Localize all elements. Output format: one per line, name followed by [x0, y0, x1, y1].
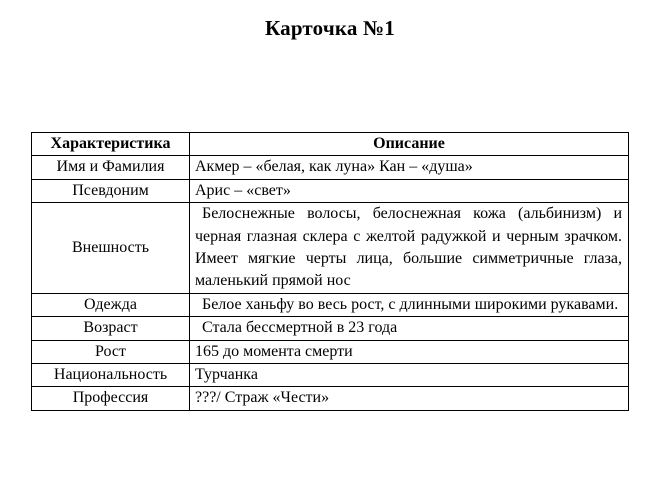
characteristic-cell: Профессия — [31, 386, 190, 411]
table-row: Псевдоним Арис – «свет» — [31, 178, 629, 204]
character-card-table: Характеристика Описание Имя и Фамилия Акм… — [31, 131, 629, 411]
characteristic-cell: Имя и Фамилия — [31, 155, 190, 180]
characteristic-cell: Рост — [31, 339, 190, 365]
table-row: Имя и Фамилия Акмер – «белая, как луна» К… — [31, 155, 629, 180]
characteristic-cell: Псевдоним — [31, 178, 190, 204]
column-header-characteristic: Характеристика — [31, 131, 190, 157]
characteristic-cell: Национальность — [31, 363, 190, 388]
characteristic-cell: Внешность — [31, 202, 190, 294]
description-cell: Арис – «свет» — [189, 178, 629, 204]
description-cell: Турчанка — [189, 363, 629, 388]
table-row: Профессия ???/ Страж «Чести» — [31, 386, 629, 411]
table-row: Национальность Турчанка — [31, 363, 629, 388]
characteristic-cell: Возраст — [31, 316, 190, 341]
description-cell: Белоснежные волосы, белоснежная кожа (ал… — [189, 202, 629, 294]
column-header-description: Описание — [189, 131, 629, 157]
table-body: Имя и Фамилия Акмер – «белая, как луна» К… — [31, 155, 629, 411]
table-header-row: Характеристика Описание — [31, 131, 629, 157]
table-row: Внешность Белоснежные волосы, белоснежная… — [31, 202, 629, 294]
description-cell: 165 до момента смерти — [189, 339, 629, 365]
page-title: Карточка №1 — [264, 16, 396, 40]
table-row: Возраст Стала бессмертной в 23 года — [31, 316, 629, 341]
table-row: Одежда Белое ханьфу во весь рост, с длинн… — [31, 292, 629, 318]
description-cell: ???/ Страж «Чести» — [189, 386, 629, 411]
characteristic-cell: Одежда — [31, 292, 190, 318]
description-cell: Акмер – «белая, как луна» Кан – «душа» — [189, 155, 629, 180]
description-cell: Стала бессмертной в 23 года — [189, 316, 629, 341]
description-cell: Белое ханьфу во весь рост, с длинными ши… — [189, 292, 629, 318]
table-row: Рост 165 до момента смерти — [31, 339, 629, 365]
